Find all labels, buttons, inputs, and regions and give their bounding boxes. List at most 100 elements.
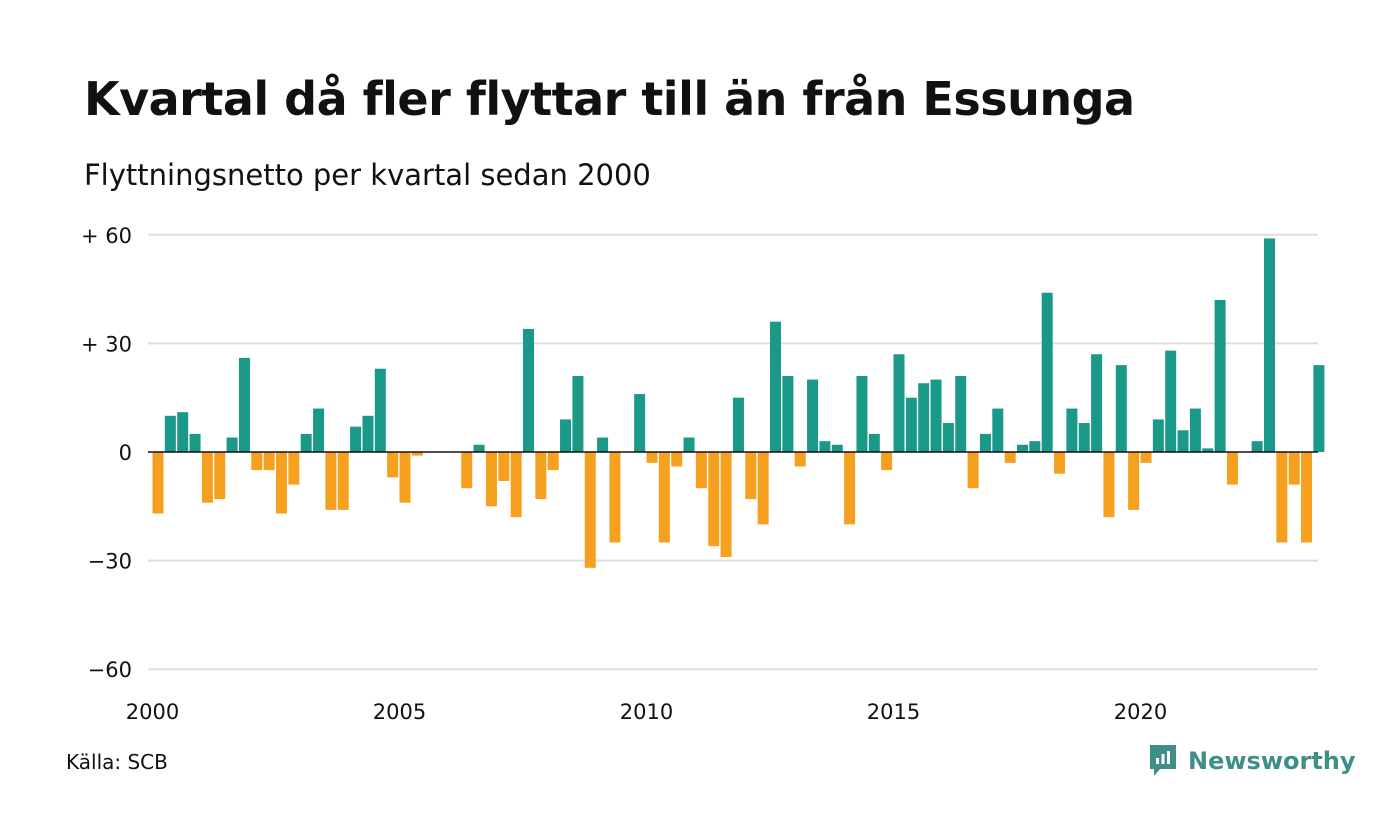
bar bbox=[485, 452, 497, 507]
bar bbox=[708, 452, 720, 547]
bar bbox=[856, 375, 868, 452]
bar bbox=[1103, 452, 1115, 518]
chart-title: Kvartal då fler flyttar till än från Ess… bbox=[84, 72, 1135, 126]
bar bbox=[362, 415, 374, 452]
bar bbox=[214, 452, 226, 500]
bar bbox=[745, 452, 757, 500]
bar bbox=[1029, 441, 1041, 452]
bar bbox=[634, 394, 646, 452]
bar bbox=[646, 452, 658, 463]
bar bbox=[979, 433, 991, 452]
bar bbox=[251, 452, 263, 471]
brand-name: Newsworthy bbox=[1188, 747, 1356, 775]
bar bbox=[547, 452, 559, 471]
brand-logo: Newsworthy bbox=[1148, 743, 1356, 779]
bar bbox=[201, 452, 213, 503]
y-tick-label: 0 bbox=[119, 441, 132, 465]
bar bbox=[757, 452, 769, 525]
bar bbox=[597, 437, 609, 452]
newsworthy-chart-icon bbox=[1150, 745, 1176, 776]
bar bbox=[510, 452, 522, 518]
bar bbox=[1091, 354, 1103, 452]
gridlines bbox=[148, 233, 1318, 671]
y-tick-label: + 30 bbox=[81, 332, 132, 356]
bar bbox=[1313, 365, 1325, 452]
bar bbox=[1226, 452, 1238, 485]
bar bbox=[893, 354, 905, 452]
bar bbox=[374, 368, 386, 452]
bar bbox=[288, 452, 300, 485]
bar bbox=[955, 375, 967, 452]
bar bbox=[732, 397, 744, 452]
x-tick-label: 2015 bbox=[867, 700, 920, 724]
bar bbox=[337, 452, 349, 510]
bar bbox=[1189, 408, 1201, 452]
bar bbox=[1066, 408, 1078, 452]
bar bbox=[918, 383, 930, 452]
x-tick-label: 2005 bbox=[373, 700, 426, 724]
bar bbox=[238, 357, 250, 452]
bar bbox=[177, 412, 189, 452]
bar bbox=[992, 408, 1004, 452]
bar bbox=[782, 375, 794, 452]
bar bbox=[683, 437, 695, 452]
bar bbox=[300, 433, 312, 452]
bar bbox=[1041, 292, 1053, 452]
bar bbox=[1288, 452, 1300, 485]
bar bbox=[584, 452, 596, 568]
bar bbox=[1177, 430, 1189, 452]
bar bbox=[1202, 448, 1214, 452]
x-tick-label: 2020 bbox=[1114, 700, 1167, 724]
bar bbox=[967, 452, 979, 489]
bar bbox=[1301, 452, 1313, 543]
bar bbox=[1251, 441, 1263, 452]
bar bbox=[350, 426, 362, 452]
bar bbox=[695, 452, 707, 489]
bar bbox=[523, 328, 534, 452]
bar bbox=[794, 452, 806, 467]
bar bbox=[313, 408, 325, 452]
bar bbox=[1017, 444, 1028, 452]
bar bbox=[387, 452, 399, 478]
y-tick-label: −30 bbox=[88, 550, 132, 574]
bar bbox=[189, 433, 201, 452]
bar bbox=[473, 444, 485, 452]
bar bbox=[411, 452, 423, 456]
bar bbox=[461, 452, 473, 489]
x-tick-label: 2010 bbox=[620, 700, 673, 724]
bar bbox=[560, 419, 572, 452]
bar bbox=[152, 452, 164, 514]
bar bbox=[325, 452, 337, 510]
x-axis-ticks: 2000 2005 2010 2015 2020 bbox=[126, 700, 1167, 724]
bar bbox=[226, 437, 238, 452]
bar bbox=[658, 452, 670, 543]
source-note: Källa: SCB bbox=[66, 750, 168, 774]
bar bbox=[1054, 452, 1066, 474]
bar bbox=[572, 375, 584, 452]
bar bbox=[1078, 423, 1090, 452]
x-tick-label: 2000 bbox=[126, 700, 179, 724]
bar bbox=[770, 321, 781, 452]
bar bbox=[881, 452, 893, 471]
bars bbox=[152, 238, 1325, 568]
bar bbox=[1004, 452, 1016, 463]
bar bbox=[535, 452, 547, 500]
bar bbox=[399, 452, 411, 503]
bar bbox=[905, 397, 917, 452]
bar bbox=[1165, 350, 1177, 452]
bar bbox=[609, 452, 621, 543]
bar bbox=[263, 452, 275, 471]
bar bbox=[1264, 238, 1275, 452]
bar bbox=[807, 379, 819, 452]
bar bbox=[868, 433, 880, 452]
bar bbox=[1276, 452, 1288, 543]
bar bbox=[942, 423, 954, 452]
bar bbox=[720, 452, 732, 557]
bar bbox=[844, 452, 856, 525]
bar bbox=[1140, 452, 1152, 463]
bar bbox=[671, 452, 683, 467]
bar bbox=[498, 452, 510, 481]
bar bbox=[1115, 365, 1127, 452]
bar bbox=[1152, 419, 1164, 452]
